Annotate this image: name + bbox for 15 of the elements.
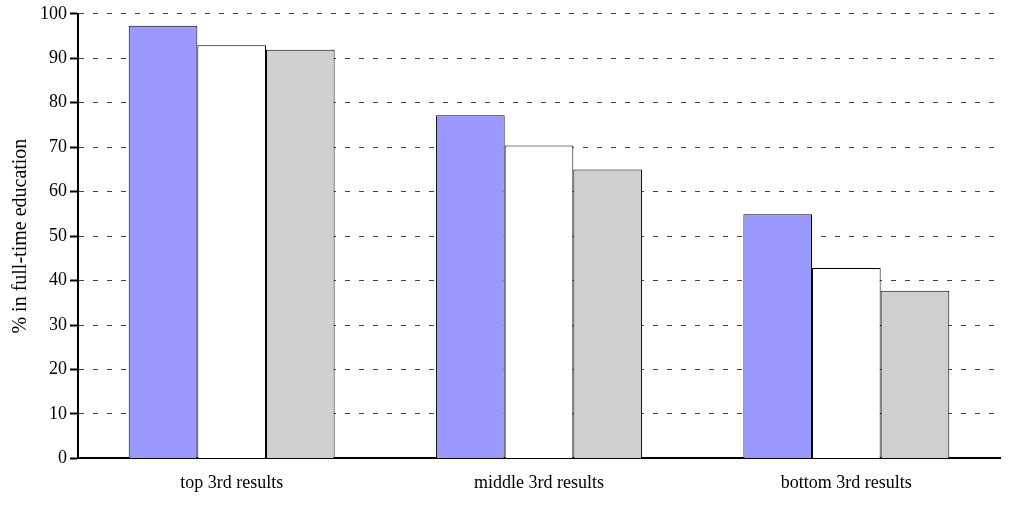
y-tick-label: 0	[58, 447, 67, 468]
y-tick-label: 30	[49, 313, 67, 334]
y-tick-label: 70	[49, 135, 67, 156]
y-tick-label: 80	[49, 91, 67, 112]
x-tick-label: bottom 3rd results	[780, 471, 912, 492]
y-tick-label: 50	[49, 224, 67, 245]
y-tick-label: 90	[49, 46, 67, 67]
x-tick-label: middle 3rd results	[474, 471, 604, 492]
x-tick-label: top 3rd results	[180, 471, 284, 492]
y-tick-label: 40	[49, 269, 67, 290]
y-tick-label: 10	[49, 402, 67, 423]
y-axis-title: % in full-time education	[8, 138, 31, 334]
y-tick-label: 20	[49, 358, 67, 379]
y-tick-label: 100	[40, 2, 67, 23]
y-tick-label: 60	[49, 180, 67, 201]
